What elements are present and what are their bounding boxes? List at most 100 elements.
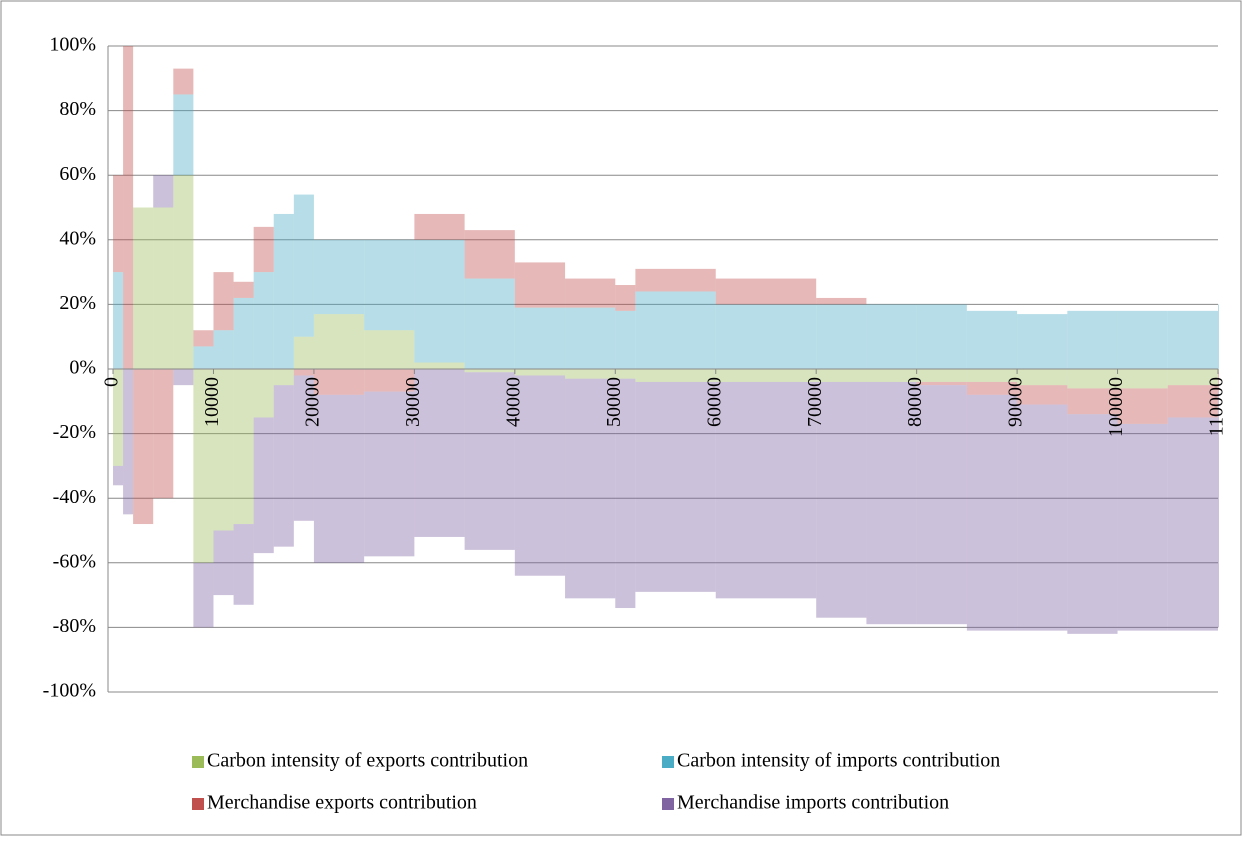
legend-swatch [192,756,204,768]
bar-segment [1117,388,1168,424]
bar-segment [916,369,967,382]
bar-segment [273,213,294,369]
bar-segment [1218,372,1219,392]
bar-segment [293,194,314,337]
bar-segment [233,297,254,369]
bar-segment [313,314,365,369]
x-tick-label: 40000 [502,377,524,427]
x-tick-label: 80000 [904,377,926,427]
bar-segment [1117,310,1168,369]
legend-swatch [662,756,674,768]
bar-segment [364,330,415,369]
bar-segment [193,330,214,347]
bar-segment [1017,369,1068,386]
x-tick-label: 50000 [603,377,625,427]
x-tick-label: 10000 [201,377,223,427]
legend-label: Merchandise imports contribution [677,792,949,814]
bar-segment [916,381,967,386]
bar-segment [173,369,194,386]
bar-segment [313,394,365,563]
bar-segment [635,291,716,369]
bar-segment [173,175,194,369]
y-tick-label: 100% [49,34,96,56]
bar-segment [1067,414,1118,634]
y-tick-label: 0% [69,357,96,379]
bar-segment [1017,404,1068,631]
legend-swatch [192,798,204,810]
bar-segment [313,239,365,315]
bar-segment [1067,310,1118,369]
bar-segment [464,369,515,373]
bar-segment [565,369,616,379]
bar-segment [866,369,917,382]
bar-segment [153,207,174,369]
bar-segment [233,281,254,298]
bar-segment [293,336,314,369]
bar-segment [1167,310,1218,369]
bar-segment [565,307,616,369]
bar-segment [313,369,365,395]
bar-segment [233,524,254,605]
x-tick-label: 0 [101,377,123,387]
bar-segment [866,304,917,369]
y-tick-label: 20% [59,292,96,314]
bar-segment [213,330,234,369]
bar-segment [213,369,234,531]
y-tick-label: -100% [43,680,96,702]
y-tick-label: 40% [59,227,96,249]
bar-segment [514,262,566,308]
bar-segment [1117,423,1168,631]
x-tick-label: 100000 [1105,377,1127,437]
bar-segment [1067,369,1118,389]
y-tick-label: -40% [53,486,96,508]
bar-segment [866,381,917,625]
bar-segment [565,278,616,308]
bar-segment [364,369,415,392]
bar-segment [1167,417,1218,631]
bar-segment [816,369,867,382]
bar-segment [816,381,867,618]
bar-segment [153,369,174,499]
bar-segment [715,304,817,369]
bar-segment [615,310,636,369]
bar-segment [816,304,867,369]
bar-segment [273,369,294,386]
bar-segment [253,226,274,273]
bar-segment [1167,369,1218,386]
bar-segment [133,369,154,525]
bar-segment [193,346,214,369]
bar-segment [1218,304,1219,369]
bar-segment [514,307,566,369]
bar-segment [635,268,716,292]
bar-segment [615,369,636,379]
y-tick-label: 60% [59,163,96,185]
bar-segment [514,369,566,376]
legend-label: Carbon intensity of exports contribution [207,750,528,772]
bar-segment [414,369,465,537]
x-tick-label: 20000 [302,377,324,427]
x-tick-label: 30000 [402,377,424,427]
bar-segment [173,68,194,95]
bar-segment [715,278,817,305]
bar-segment [615,378,636,609]
bar-segment [113,369,124,466]
bar-segment [414,362,465,369]
y-tick-label: -60% [53,550,96,572]
x-tick-label: 90000 [1005,377,1027,427]
bar-segment [514,375,566,576]
bar-segment [153,175,174,208]
bar-segment [273,385,294,547]
bar-segment [715,369,817,382]
bar-segment [173,94,194,176]
bar-segment [193,369,214,563]
bar-segment [113,272,124,369]
bar-segment [565,378,616,599]
legend-swatch [662,798,674,810]
bar-segment [113,175,124,273]
bar-segment [635,381,716,592]
bar-segment [966,381,1018,395]
bar-segment [253,369,274,418]
bar-segment [464,230,515,279]
